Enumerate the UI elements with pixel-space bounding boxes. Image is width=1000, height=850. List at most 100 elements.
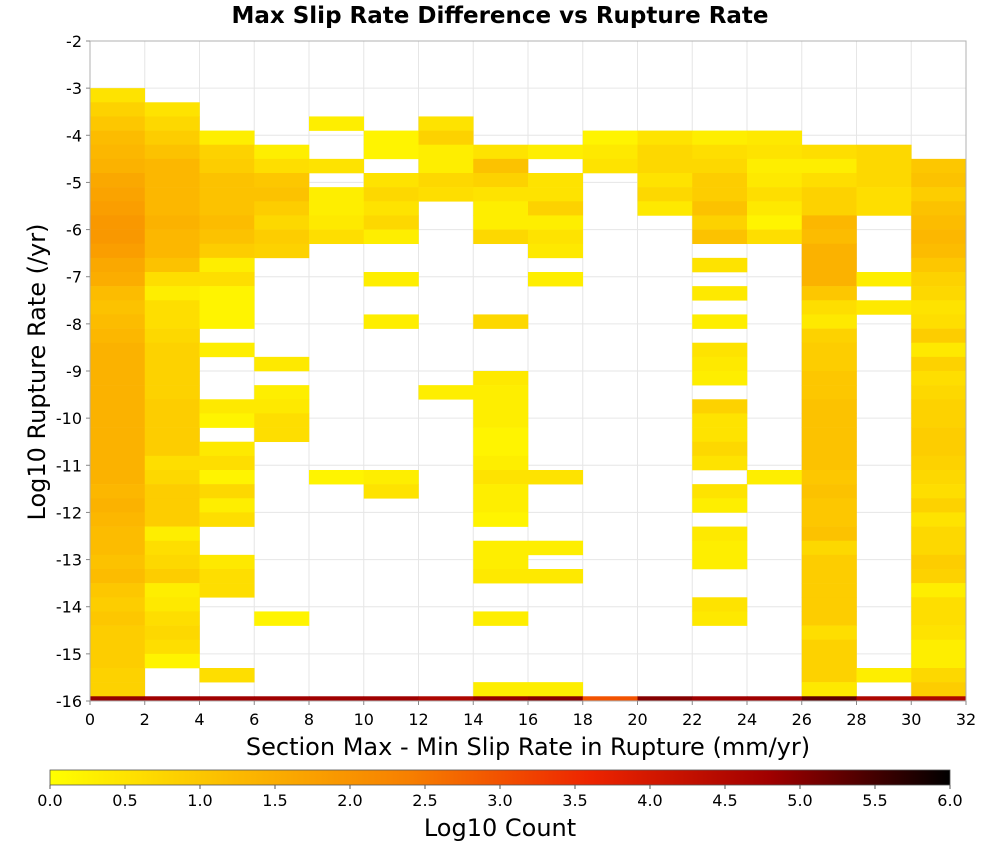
heatmap-cell (363, 215, 419, 230)
heatmap-cell (911, 597, 967, 612)
heatmap-cell (801, 625, 857, 641)
heatmap-cell (418, 144, 474, 160)
heatmap-cell (144, 611, 200, 626)
heatmap-cell (473, 399, 529, 414)
heatmap-cell (856, 668, 912, 683)
heatmap-cell (692, 427, 748, 443)
heatmap-cell (528, 682, 584, 697)
heatmap-cell (911, 201, 967, 216)
x-tick-label: 22 (682, 710, 702, 729)
heatmap-cell (801, 470, 857, 485)
heatmap-cell (473, 427, 529, 443)
y-tick-label: -6 (66, 221, 82, 240)
heatmap-cell (801, 243, 857, 259)
heatmap-cell (747, 696, 803, 702)
heatmap-cell (911, 441, 967, 457)
heatmap-cell (144, 526, 200, 542)
heatmap-cell (856, 696, 912, 702)
heatmap-cell (144, 272, 200, 287)
x-tick-label: 16 (518, 710, 538, 729)
heatmap-cell (473, 682, 529, 697)
heatmap-cell (144, 385, 200, 400)
heatmap-cell (254, 201, 310, 216)
heatmap-cell (144, 201, 200, 216)
heatmap-cell (90, 668, 146, 683)
heatmap-cell (801, 569, 857, 584)
heatmap-cell (747, 144, 803, 160)
y-axis-label: Log10 Rupture Rate (/yr) (23, 224, 51, 521)
heatmap-cell (528, 569, 584, 584)
heatmap-cell (309, 470, 365, 485)
heatmap-cell (90, 201, 146, 216)
heatmap-cell (144, 427, 200, 443)
heatmap-cell (90, 470, 146, 485)
heatmap-cell (528, 540, 584, 556)
heatmap-cell (199, 300, 255, 315)
heatmap-cell (418, 116, 474, 131)
heatmap-cell (144, 484, 200, 499)
heatmap-cell (144, 625, 200, 641)
heatmap-cell (801, 201, 857, 216)
heatmap-cell (528, 229, 584, 245)
heatmap-cell (801, 413, 857, 428)
heatmap-cell (90, 187, 146, 202)
heatmap-cell (911, 611, 967, 626)
heatmap-cell (144, 455, 200, 471)
y-tick-label: -3 (66, 79, 82, 98)
heatmap-cell (199, 342, 255, 358)
heatmap-cell (637, 144, 693, 160)
heatmap-cell (199, 229, 255, 245)
heatmap-cell (856, 144, 912, 160)
x-tick-label: 4 (194, 710, 204, 729)
heatmap-cell (801, 554, 857, 570)
heatmap-cell (90, 682, 146, 697)
heatmap-cell (418, 173, 474, 188)
heatmap-cell (144, 144, 200, 160)
heatmap-cell (801, 286, 857, 301)
x-tick-label: 32 (956, 710, 976, 729)
heatmap-cell (911, 187, 967, 202)
heatmap-cell (254, 144, 310, 160)
heatmap-cell (582, 144, 638, 160)
heatmap-cell (90, 158, 146, 174)
heatmap-cell (199, 130, 255, 146)
x-tick-label: 20 (627, 710, 647, 729)
heatmap-cell (801, 682, 857, 697)
heatmap-cell (90, 300, 146, 315)
colorbar-tick-label: 5.0 (787, 791, 812, 810)
heatmap-cell (801, 144, 857, 160)
heatmap-cell (90, 413, 146, 428)
heatmap-cell (90, 498, 146, 513)
heatmap-cell (309, 201, 365, 216)
y-tick-label: -4 (66, 126, 82, 145)
heatmap-cell (473, 158, 529, 174)
heatmap-cell (801, 653, 857, 669)
heatmap-cell (911, 540, 967, 556)
heatmap-cell (911, 569, 967, 584)
heatmap-cell (199, 455, 255, 471)
heatmap-cell (199, 173, 255, 188)
heatmap-cell (801, 385, 857, 400)
heatmap-cell (856, 173, 912, 188)
heatmap-cell (144, 597, 200, 612)
heatmap-cell (692, 554, 748, 570)
heatmap-cell (473, 215, 529, 230)
colorbar-tick-label: 3.0 (487, 791, 512, 810)
heatmap-cell (528, 173, 584, 188)
x-axis-ticks: 0 2 4 6 8 10 12 14 16 18 20 22 24 26 28 30 32 (85, 701, 976, 729)
heatmap-cell (801, 187, 857, 202)
heatmap-cell (801, 300, 857, 315)
heatmap-cell (692, 173, 748, 188)
heatmap-cell (254, 427, 310, 443)
heatmap-cell (856, 201, 912, 216)
colorbar-ticks: 0.0 0.5 1.0 1.5 2.0 2.5 3.0 3.5 4.0 4.5 5.0 5.5 6.0 (37, 785, 963, 810)
heatmap-cell (90, 371, 146, 386)
heatmap-cell (692, 215, 748, 230)
heatmap-cell (911, 653, 967, 669)
heatmap-cell (199, 314, 255, 329)
heatmap-cell (692, 342, 748, 358)
heatmap-cell (90, 229, 146, 245)
heatmap-cell (801, 314, 857, 329)
heatmap-cell (90, 441, 146, 457)
heatmap-cell (90, 272, 146, 287)
